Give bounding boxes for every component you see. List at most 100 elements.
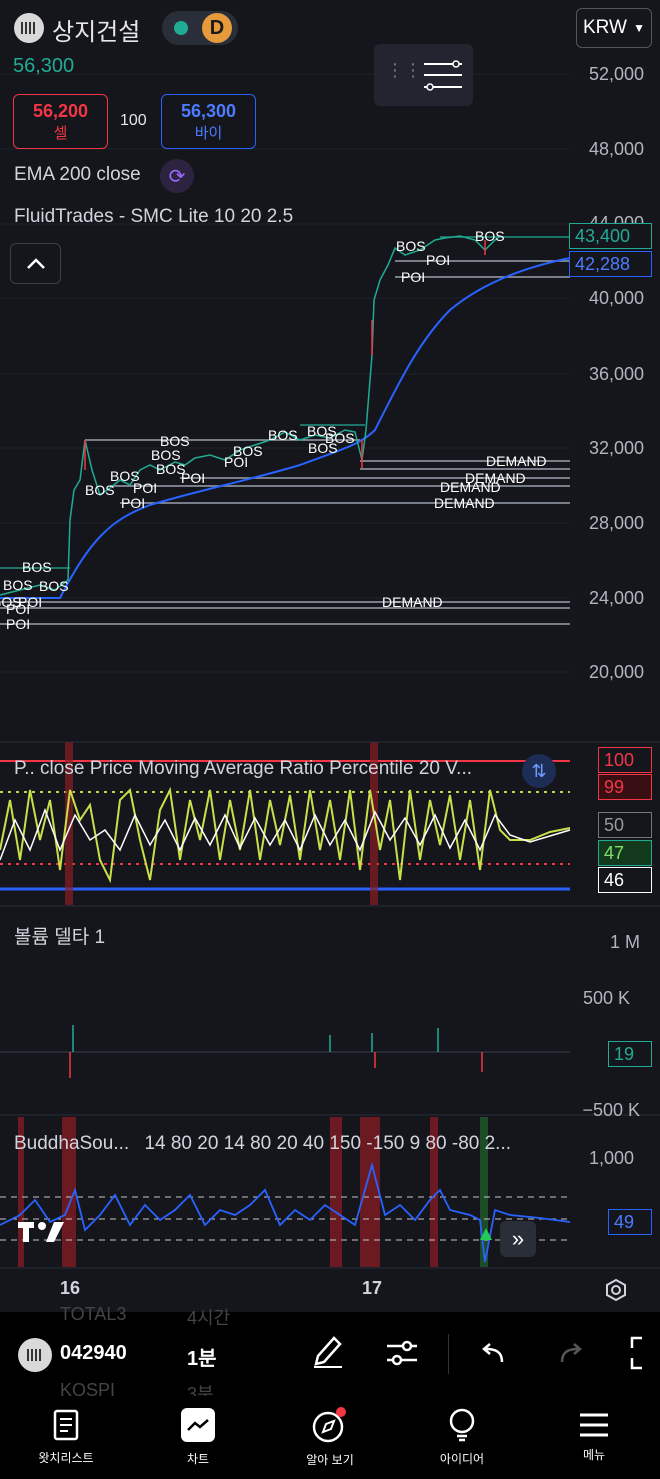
- bos-label: BOS: [156, 461, 186, 477]
- price-line: [0, 235, 501, 596]
- pane-resize-icon[interactable]: ⇅: [522, 754, 556, 788]
- ema-price-tag: 42,288: [569, 251, 652, 277]
- collapse-indicators-button[interactable]: [10, 243, 61, 284]
- bos-label: BOS: [325, 430, 355, 446]
- bos-label: BOS: [151, 447, 181, 463]
- poi-label: POI: [426, 252, 451, 268]
- sell-label: 셀: [53, 125, 68, 142]
- delay-badge: D: [202, 13, 232, 43]
- demand-label: DEMAND: [434, 495, 495, 511]
- bos-label: BOS: [307, 423, 337, 439]
- demand-label: DEMAND: [465, 470, 526, 486]
- currency-select[interactable]: KRW ▼: [576, 8, 652, 48]
- buy-label: 바이: [194, 125, 223, 142]
- time-tick: 17: [362, 1278, 383, 1298]
- bos-label: BOS: [160, 433, 190, 449]
- layers-icon[interactable]: [422, 59, 464, 93]
- loading-spinner-icon: ⟳: [160, 159, 194, 193]
- demand-label: DEMAND: [382, 594, 443, 610]
- buddha-name: BuddhaSou...: [14, 1133, 130, 1154]
- price-tick: 32,000: [588, 438, 644, 458]
- volume-tick: 1 M: [609, 932, 640, 952]
- nav-chart-label: 차트: [186, 1452, 210, 1466]
- zone-lines: [0, 260, 570, 625]
- nav-watchlist[interactable]: 왓치리스트: [0, 1396, 132, 1479]
- nav-menu[interactable]: 메뉴: [528, 1396, 660, 1479]
- order-quantity[interactable]: 100: [120, 112, 147, 129]
- nav-explore[interactable]: 알아 보기: [264, 1396, 396, 1479]
- redo-icon[interactable]: [558, 1340, 584, 1366]
- nav-ideas[interactable]: 아이디어: [396, 1396, 528, 1479]
- nav-explore-label: 알아 보기: [306, 1453, 354, 1467]
- bos-label: BOS: [0, 594, 22, 610]
- settings-icon[interactable]: [604, 1278, 628, 1302]
- pencil-icon[interactable]: [310, 1334, 344, 1370]
- drawing-panel-handle[interactable]: ⋮⋮: [374, 44, 473, 106]
- demand-label: DEMAND: [486, 453, 547, 469]
- volume-pane-title[interactable]: 볼륨 델타 1: [14, 927, 106, 948]
- annotation-layer: BOS BOS POI POI BOS BOS BOS BOS BOS BOS …: [0, 0, 570, 740]
- buy-button[interactable]: 56,300 바이: [161, 94, 256, 149]
- price-tick: 52,000: [588, 64, 644, 84]
- poi-label: POI: [121, 495, 146, 511]
- nav-chart[interactable]: 차트: [132, 1396, 264, 1479]
- market-status-pill[interactable]: D: [162, 11, 238, 45]
- ema-line: [0, 257, 571, 599]
- volume-tag: 19: [608, 1041, 652, 1067]
- sell-button[interactable]: 56,200 셀: [13, 94, 108, 149]
- bos-label: BOS: [85, 482, 115, 498]
- chart-toolbar: TOTAL3 4시간 KOSPI 3분 042940 1분: [0, 1304, 660, 1404]
- compass-icon: [312, 1407, 346, 1443]
- indicator-smc-label[interactable]: FluidTrades - SMC Lite 10 20 2.5: [14, 206, 294, 227]
- ratio-pane-title[interactable]: P.. close Price Moving Average Ratio Per…: [14, 758, 473, 779]
- ghost-interval-above: 4시간: [187, 1308, 231, 1328]
- drag-handle-icon[interactable]: ⋮⋮: [386, 60, 422, 80]
- ratio-tag-99: 99: [598, 774, 652, 800]
- poi-label: POI: [18, 594, 43, 610]
- volume-tick: −500 K: [582, 1100, 640, 1120]
- market-open-dot-icon: [174, 21, 188, 35]
- chevron-down-icon: ▼: [633, 21, 645, 35]
- price-tick: 40,000: [588, 288, 644, 308]
- last-price: 56,300: [13, 55, 75, 77]
- symbol-logo-icon: [14, 13, 44, 43]
- chart-icon: [181, 1408, 215, 1442]
- bos-label: BOS: [308, 440, 338, 456]
- poi-label: POI: [133, 480, 158, 496]
- bos-label: BOS: [233, 443, 263, 459]
- fullscreen-icon[interactable]: [630, 1336, 660, 1370]
- symbol-name[interactable]: 상지건설: [52, 19, 141, 46]
- price-tick: 36,000: [588, 364, 644, 384]
- chart-canvas[interactable]: [0, 0, 660, 1312]
- indicators-icon[interactable]: [385, 1336, 419, 1370]
- poi-label: POI: [181, 470, 206, 486]
- sell-price: 56,200: [32, 101, 89, 121]
- poi-label: POI: [6, 616, 31, 632]
- buddha-pane-title[interactable]: BuddhaSou... 14 80 20 14 80 20 40 150 -1…: [14, 1133, 511, 1155]
- ticker-code[interactable]: 042940: [60, 1342, 127, 1364]
- bos-label: BOS: [268, 427, 298, 443]
- toolbar-divider: [448, 1334, 449, 1374]
- lightbulb-icon: [449, 1408, 475, 1442]
- indicator-ema-label[interactable]: EMA 200 close: [14, 164, 141, 185]
- volume-tick: 500 K: [582, 988, 630, 1008]
- interval-select[interactable]: 1분: [187, 1348, 217, 1370]
- nav-menu-label: 메뉴: [582, 1448, 606, 1462]
- price-tick: 28,000: [588, 513, 644, 533]
- bos-label: BOS: [39, 578, 69, 594]
- buddha-params: 14 80 20 14 80 20 40 150 -150 9 80 -80 2…: [144, 1133, 512, 1154]
- poi-label: POI: [401, 269, 426, 285]
- bos-label: BOS: [475, 228, 505, 244]
- poi-label: POI: [224, 454, 249, 470]
- scroll-to-realtime-button[interactable]: »: [500, 1221, 536, 1257]
- ghost-symbol-above: TOTAL3: [60, 1304, 127, 1324]
- ticker-logo-icon[interactable]: [18, 1338, 52, 1372]
- currency-label: KRW: [583, 17, 627, 38]
- poi-label: POI: [6, 601, 31, 617]
- watchlist-icon: [53, 1409, 79, 1441]
- price-tick: 24,000: [588, 588, 644, 608]
- ghost-symbol-below: KOSPI: [60, 1380, 116, 1400]
- ratio-tag-47: 47: [598, 840, 652, 866]
- undo-icon[interactable]: [480, 1340, 506, 1366]
- price-tick: 20,000: [588, 662, 644, 682]
